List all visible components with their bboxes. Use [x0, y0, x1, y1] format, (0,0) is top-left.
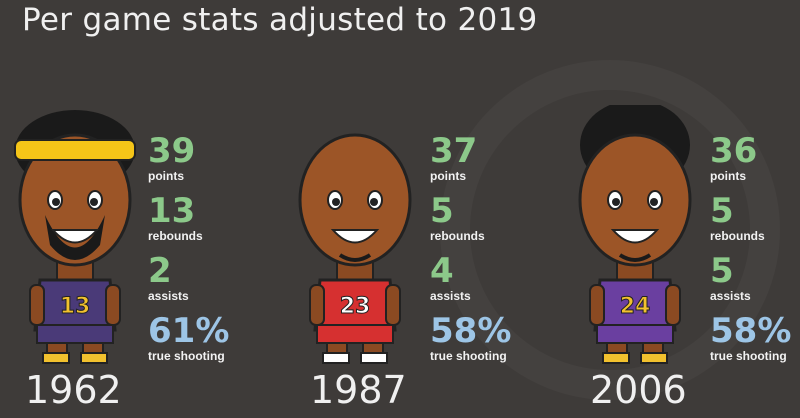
stat-value: 58%: [710, 311, 792, 351]
stat-value: 39: [148, 131, 196, 171]
stats-2006: 36 points 5 rebounds 5 assists 58% true …: [710, 133, 796, 373]
stat-rebounds: 13 rebounds: [148, 193, 234, 253]
stat-value: 2: [148, 251, 172, 291]
player-cartoon-1962: 13: [5, 105, 145, 365]
stat-value: 5: [710, 191, 734, 231]
stat-points: 37 points: [430, 133, 516, 193]
stat-rebounds: 5 rebounds: [710, 193, 796, 253]
year-label: 2006: [590, 368, 687, 412]
stat-label: points: [148, 169, 184, 183]
stat-label: assists: [710, 289, 751, 303]
stat-label: assists: [148, 289, 189, 303]
stat-value: 61%: [148, 311, 230, 351]
stat-value: 5: [710, 251, 734, 291]
stat-value: 58%: [430, 311, 512, 351]
jersey-number: 23: [340, 294, 371, 319]
stat-value: 36: [710, 131, 758, 171]
jersey-number: 13: [60, 294, 91, 319]
stat-rebounds: 5 rebounds: [430, 193, 516, 253]
stat-true_shooting: 58% true shooting: [430, 313, 516, 373]
stat-label: true shooting: [710, 349, 787, 363]
stats-1962: 39 points 13 rebounds 2 assists 61% true…: [148, 133, 234, 373]
year-label: 1962: [25, 368, 122, 412]
stat-value: 4: [430, 251, 454, 291]
jersey-number: 24: [620, 294, 651, 319]
stat-points: 36 points: [710, 133, 796, 193]
stat-value: 5: [430, 191, 454, 231]
stat-value: 13: [148, 191, 196, 231]
stat-label: rebounds: [148, 229, 203, 243]
stat-true_shooting: 58% true shooting: [710, 313, 796, 373]
player-cartoon-1987: 23: [285, 105, 425, 365]
stat-label: rebounds: [710, 229, 765, 243]
stat-points: 39 points: [148, 133, 234, 193]
stat-label: true shooting: [148, 349, 225, 363]
stat-value: 37: [430, 131, 478, 171]
player-cartoon-2006: 24: [565, 100, 705, 365]
stat-label: points: [430, 169, 466, 183]
stat-assists: 4 assists: [430, 253, 516, 313]
stat-label: assists: [430, 289, 471, 303]
stat-label: points: [710, 169, 746, 183]
year-label: 1987: [310, 368, 407, 412]
stat-label: true shooting: [430, 349, 507, 363]
stat-assists: 5 assists: [710, 253, 796, 313]
stat-true_shooting: 61% true shooting: [148, 313, 234, 373]
stat-label: rebounds: [430, 229, 485, 243]
stats-1987: 37 points 5 rebounds 4 assists 58% true …: [430, 133, 516, 373]
stat-assists: 2 assists: [148, 253, 234, 313]
page-title: Per game stats adjusted to 2019: [22, 2, 538, 38]
